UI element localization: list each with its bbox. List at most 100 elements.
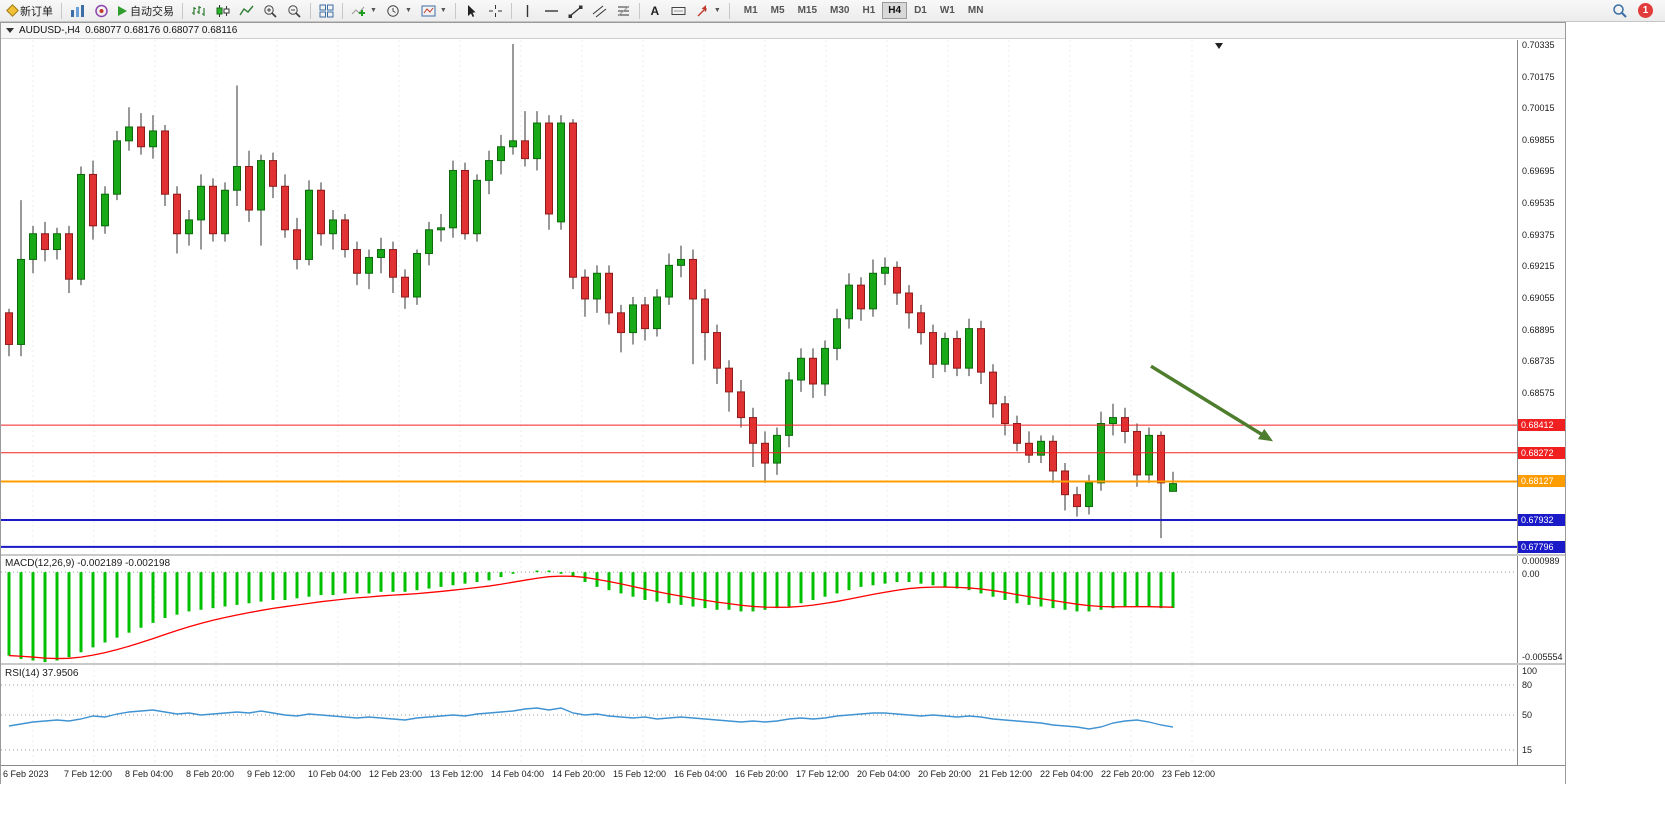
bar-chart-button[interactable] (187, 1, 210, 21)
date-label: 22 Feb 20:00 (1101, 769, 1155, 779)
rsi-name: RSI(14) (5, 668, 40, 679)
crosshair-button[interactable] (484, 1, 507, 21)
dropdown-arrow-icon: ▼ (439, 7, 447, 14)
panel-separator[interactable] (1, 554, 1565, 556)
market-watch-button[interactable] (90, 1, 113, 21)
price-level-badge: 0.67932 (1518, 513, 1565, 526)
timeframe-button-h4[interactable]: H4 (882, 2, 908, 19)
trendline-icon (568, 5, 583, 18)
tile-windows-button[interactable] (315, 1, 338, 21)
panel-separator[interactable] (1, 663, 1565, 665)
timeframe-button-mn[interactable]: MN (962, 2, 990, 19)
rsi-line (8, 707, 1174, 730)
dropdown-arrow-icon: ▼ (370, 7, 377, 14)
macd-signal-line (8, 575, 1174, 660)
macd-values: -0.002189 -0.002198 (77, 558, 171, 569)
timeframe-button-m5[interactable]: M5 (765, 2, 791, 19)
price-tick: 0.68895 (1522, 324, 1555, 335)
channel-icon (592, 5, 607, 17)
macd-axis[interactable]: 0.000989 0.00 -0.005554 (1517, 556, 1565, 663)
rsi-label: RSI(14) 37.9506 (5, 668, 78, 679)
price-tick: 0.69215 (1522, 261, 1555, 272)
search-button[interactable] (1608, 1, 1632, 21)
templates-button[interactable]: ▼ (417, 1, 451, 21)
zoom-in-button[interactable] (259, 1, 282, 21)
rsi-axis-tick: 100 (1522, 666, 1538, 676)
date-label: 22 Feb 04:00 (1040, 769, 1094, 779)
toolbar-right-group: 1 (1608, 1, 1661, 21)
price-tick: 0.69855 (1522, 134, 1555, 145)
text-button[interactable]: A (644, 1, 666, 21)
trendline-button[interactable] (564, 1, 587, 21)
rsi-plot[interactable] (1, 665, 1517, 765)
timeframe-button-w1[interactable]: W1 (934, 2, 961, 19)
auto-trading-button[interactable]: 自动交易 (114, 1, 178, 21)
charts-icon (71, 4, 84, 17)
price-tick: 0.69535 (1522, 198, 1555, 209)
zoom-out-button[interactable] (283, 1, 306, 21)
rsi-value: 37.9506 (42, 668, 79, 679)
toolbar: 新订单 自动交易 ▼ ▼ ▼ (0, 0, 1665, 22)
timeframe-button-m30[interactable]: M30 (824, 2, 855, 19)
text-icon: A (650, 3, 660, 18)
new-order-icon (6, 4, 19, 17)
candlestick-chart-button[interactable] (211, 1, 234, 21)
label-button[interactable] (667, 1, 690, 21)
timeframe-button-m1[interactable]: M1 (738, 2, 764, 19)
cursor-icon (467, 4, 476, 17)
date-label: 14 Feb 04:00 (491, 769, 545, 779)
vertical-line-icon (526, 4, 529, 17)
date-label: 6 Feb 2023 (3, 769, 49, 779)
vertical-line-button[interactable] (516, 1, 539, 21)
toolbar-separator (310, 2, 311, 19)
price-tick: 0.70015 (1522, 103, 1555, 114)
timeframe-button-h1[interactable]: H1 (856, 2, 881, 19)
date-label: 21 Feb 12:00 (979, 769, 1033, 779)
indicators-icon (351, 6, 365, 16)
arrow-shapes-icon (696, 4, 707, 16)
horizontal-line-icon (544, 9, 558, 12)
new-order-button[interactable]: 新订单 (4, 1, 57, 21)
main-chart-plot[interactable] (1, 40, 1517, 554)
horizontal-line-button[interactable] (540, 1, 563, 21)
tile-windows-icon (319, 4, 334, 17)
date-label: 17 Feb 12:00 (796, 769, 850, 779)
line-chart-icon (239, 5, 254, 15)
date-label: 16 Feb 20:00 (735, 769, 789, 779)
price-tick: 0.68575 (1522, 387, 1555, 398)
price-level-badge: 0.68127 (1518, 475, 1565, 488)
macd-axis-tick: 0.000989 (1522, 556, 1560, 566)
chart-titlebar: AUDUSD-,H4 0.68077 0.68176 0.68077 0.681… (1, 23, 1565, 39)
price-tick: 0.70175 (1522, 71, 1555, 82)
fibonacci-button[interactable] (612, 1, 635, 21)
toolbar-separator (342, 2, 343, 19)
price-axis[interactable]: 0.70335 0.70175 0.70015 0.69855 0.69695 0.695… (1517, 40, 1565, 554)
macd-label: MACD(12,26,9) -0.002189 -0.002198 (5, 558, 170, 569)
bar-chart-icon (192, 5, 205, 16)
cursor-button[interactable] (460, 1, 483, 21)
toolbar-separator (454, 2, 456, 19)
indicators-button[interactable]: ▼ (347, 1, 381, 21)
periods-button[interactable]: ▼ (382, 1, 416, 21)
timeframe-button-m15[interactable]: M15 (792, 2, 823, 19)
new-order-label: 新订单 (20, 5, 53, 18)
chart-ohlc-quote: 0.68077 0.68176 0.68077 0.68116 (85, 25, 238, 36)
dropdown-arrow-icon: ▼ (713, 7, 721, 14)
date-label: 16 Feb 04:00 (674, 769, 728, 779)
rsi-axis[interactable]: 100 80 50 15 (1517, 665, 1565, 765)
chart-collapse-toggle-icon[interactable] (6, 28, 14, 33)
timeframe-button-d1[interactable]: D1 (908, 2, 933, 19)
date-label: 15 Feb 12:00 (613, 769, 667, 779)
channel-button[interactable] (588, 1, 611, 21)
toolbar-separator (728, 2, 730, 19)
toolbar-separator (510, 2, 512, 19)
date-label: 23 Feb 12:00 (1162, 769, 1216, 779)
charts-button[interactable] (66, 1, 89, 21)
notification-badge[interactable]: 1 (1638, 3, 1653, 18)
arrows-button[interactable]: ▼ (691, 1, 725, 21)
macd-plot[interactable] (1, 556, 1517, 663)
date-label: 10 Feb 04:00 (308, 769, 362, 779)
date-axis[interactable]: 6 Feb 2023 7 Feb 12:00 8 Feb 04:00 8 Feb 20… (1, 766, 1565, 784)
line-chart-button[interactable] (235, 1, 258, 21)
rsi-axis-tick: 15 (1522, 745, 1533, 755)
